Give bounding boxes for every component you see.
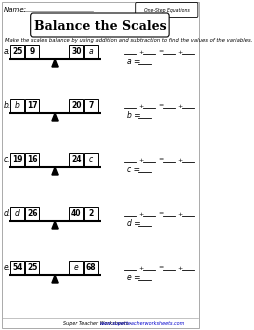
Text: a =: a = [127, 57, 140, 67]
Text: b.: b. [4, 101, 11, 110]
FancyBboxPatch shape [25, 45, 39, 58]
FancyBboxPatch shape [25, 207, 39, 220]
FancyBboxPatch shape [69, 153, 83, 166]
Text: b =: b = [127, 112, 140, 120]
Text: 7: 7 [88, 101, 93, 110]
Text: +: + [176, 104, 182, 109]
Text: +: + [138, 104, 143, 109]
Text: a.: a. [4, 47, 11, 55]
FancyBboxPatch shape [2, 2, 198, 328]
Text: +: + [138, 50, 143, 54]
FancyBboxPatch shape [84, 99, 98, 112]
FancyBboxPatch shape [10, 153, 24, 166]
Text: +: + [138, 266, 143, 271]
Text: =: = [157, 212, 163, 216]
Text: +: + [176, 212, 182, 216]
Text: 24: 24 [71, 155, 81, 164]
Text: +: + [138, 157, 143, 162]
Polygon shape [52, 167, 58, 175]
Text: a: a [89, 47, 93, 56]
Text: d =: d = [127, 219, 140, 228]
Text: 16: 16 [27, 155, 37, 164]
FancyBboxPatch shape [84, 207, 98, 220]
FancyBboxPatch shape [84, 45, 98, 58]
Text: +: + [176, 266, 182, 271]
Text: 19: 19 [12, 155, 22, 164]
FancyBboxPatch shape [10, 207, 24, 220]
FancyBboxPatch shape [25, 99, 39, 112]
FancyBboxPatch shape [69, 99, 83, 112]
Text: +: + [176, 50, 182, 54]
Text: 17: 17 [27, 101, 37, 110]
Text: =: = [157, 157, 163, 162]
Polygon shape [52, 113, 58, 121]
FancyBboxPatch shape [25, 153, 39, 166]
Text: +: + [138, 212, 143, 216]
FancyBboxPatch shape [84, 153, 98, 166]
Text: 54: 54 [12, 263, 22, 272]
Text: 25: 25 [27, 263, 37, 272]
Text: 40: 40 [71, 209, 81, 218]
Text: 2: 2 [88, 209, 93, 218]
Text: d.: d. [4, 209, 11, 217]
Text: e.: e. [4, 262, 11, 272]
Text: 68: 68 [86, 263, 96, 272]
Polygon shape [52, 275, 58, 283]
Text: One-Step Equations: One-Step Equations [143, 8, 189, 13]
Text: 30: 30 [71, 47, 81, 56]
Text: Make the scales balance by using addition and subtraction to find the values of : Make the scales balance by using additio… [5, 38, 251, 43]
FancyBboxPatch shape [69, 45, 83, 58]
FancyBboxPatch shape [69, 207, 83, 220]
Text: c =: c = [127, 166, 140, 175]
Text: www.superteacherworksheets.com: www.superteacherworksheets.com [100, 321, 185, 326]
Text: 20: 20 [71, 101, 81, 110]
Text: e: e [74, 263, 78, 272]
Text: d: d [15, 209, 20, 218]
Text: Super Teacher Worksheets -: Super Teacher Worksheets - [63, 321, 132, 326]
FancyBboxPatch shape [25, 261, 39, 274]
Text: 25: 25 [12, 47, 22, 56]
FancyBboxPatch shape [10, 99, 24, 112]
FancyBboxPatch shape [84, 261, 98, 274]
Text: c.: c. [4, 154, 10, 163]
Text: =: = [157, 50, 163, 54]
Text: =: = [157, 266, 163, 271]
FancyBboxPatch shape [10, 261, 24, 274]
FancyBboxPatch shape [69, 261, 83, 274]
Polygon shape [52, 221, 58, 229]
FancyBboxPatch shape [30, 13, 168, 37]
FancyBboxPatch shape [135, 3, 197, 17]
Text: +: + [176, 157, 182, 162]
Text: 9: 9 [29, 47, 35, 56]
Text: 26: 26 [27, 209, 37, 218]
FancyBboxPatch shape [10, 45, 24, 58]
Text: b: b [15, 101, 20, 110]
Text: =: = [157, 104, 163, 109]
Polygon shape [52, 59, 58, 67]
Text: c: c [89, 155, 93, 164]
Text: e =: e = [127, 274, 140, 282]
Text: Balance the Scales: Balance the Scales [34, 19, 166, 32]
Text: Name:: Name: [4, 7, 27, 13]
